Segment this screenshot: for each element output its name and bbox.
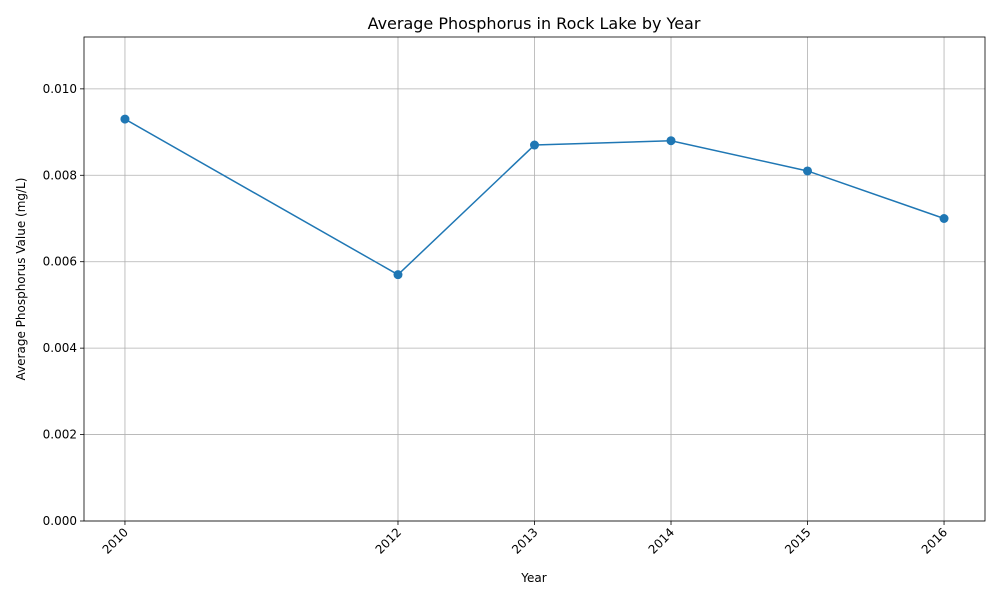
x-tick-label: 2013 (509, 525, 540, 556)
y-tick-label: 0.008 (43, 168, 77, 182)
y-tick-label: 0.002 (43, 428, 77, 442)
x-tick-label: 2014 (646, 525, 677, 556)
x-axis-label: Year (520, 571, 546, 585)
data-point (120, 114, 130, 124)
y-tick-label: 0.010 (43, 82, 77, 96)
data-point (530, 140, 539, 150)
axis-ticks: 2010 2012 2013 2014 2015 2016 0.000 0.002 0.004 0… (43, 82, 951, 557)
series-layer (120, 114, 949, 280)
y-tick-label: 0.000 (43, 514, 77, 528)
data-point (939, 214, 949, 223)
y-tick-label: 0.006 (43, 255, 77, 269)
series-line (124, 118, 945, 276)
x-tick-label: 2010 (100, 525, 131, 556)
chart-title: Average Phosphorus in Rock Lake by Year (368, 14, 701, 33)
x-tick-label: 2016 (919, 525, 950, 556)
y-axis-label: Average Phosphorus Value (mg/L) (14, 178, 28, 381)
grid (84, 37, 985, 522)
data-point (666, 136, 676, 146)
x-tick-label: 2012 (373, 525, 404, 556)
y-tick-label: 0.004 (43, 341, 77, 355)
data-point (393, 270, 403, 280)
x-tick-label: 2015 (782, 525, 813, 556)
data-point (803, 166, 813, 176)
